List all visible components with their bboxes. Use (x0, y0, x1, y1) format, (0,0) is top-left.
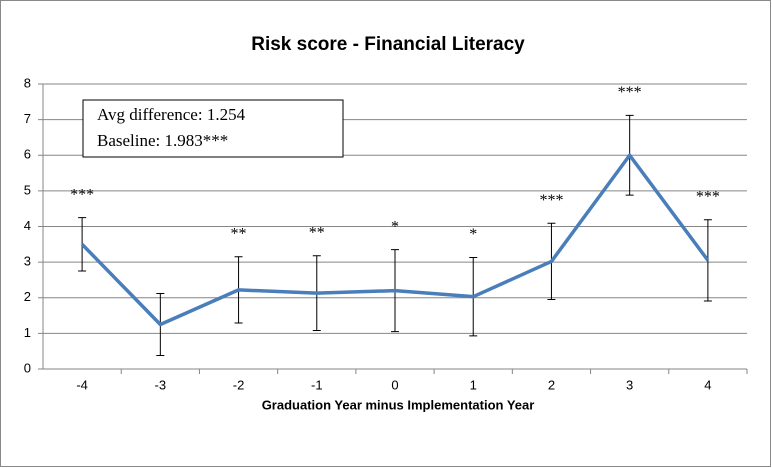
x-tick-label: -1 (311, 377, 323, 392)
significance-label: * (391, 218, 399, 235)
text-box-line: Avg difference: 1.254 (97, 105, 246, 124)
x-tick-label: -2 (233, 377, 245, 392)
x-tick-label: -3 (155, 377, 167, 392)
chart-title: Risk score - Financial Literacy (251, 34, 525, 55)
significance-label: * (469, 226, 477, 243)
y-tick-label: 6 (24, 147, 31, 162)
significance-label: ** (231, 225, 247, 242)
error-bar (78, 217, 87, 272)
significance-label: ** (309, 224, 325, 241)
y-tick-label: 5 (24, 182, 31, 197)
y-tick-label: 7 (24, 111, 31, 126)
y-tick-label: 1 (24, 325, 31, 340)
y-tick-label: 3 (24, 254, 31, 269)
series-line (80, 153, 710, 327)
y-tick-label: 4 (24, 218, 31, 233)
x-tick-label: 1 (470, 377, 477, 392)
text-box (82, 99, 344, 158)
y-tick-label: 2 (24, 289, 31, 304)
significance-label: *** (70, 186, 94, 203)
y-tick-label: 8 (24, 75, 31, 90)
significance-label: *** (696, 188, 720, 205)
y-tick-label: 0 (24, 360, 31, 375)
significance-label: *** (539, 192, 563, 209)
x-tick-label: 3 (626, 377, 633, 392)
x-tick-label: 4 (704, 377, 711, 392)
significance-label: *** (618, 84, 642, 101)
x-axis-label: Graduation Year minus Implementation Yea… (262, 397, 535, 412)
x-tick-label: 0 (391, 377, 398, 392)
x-tick-label: 2 (548, 377, 555, 392)
x-tick-label: -4 (76, 377, 88, 392)
text-box-line: Baseline: 1.983*** (97, 131, 228, 150)
